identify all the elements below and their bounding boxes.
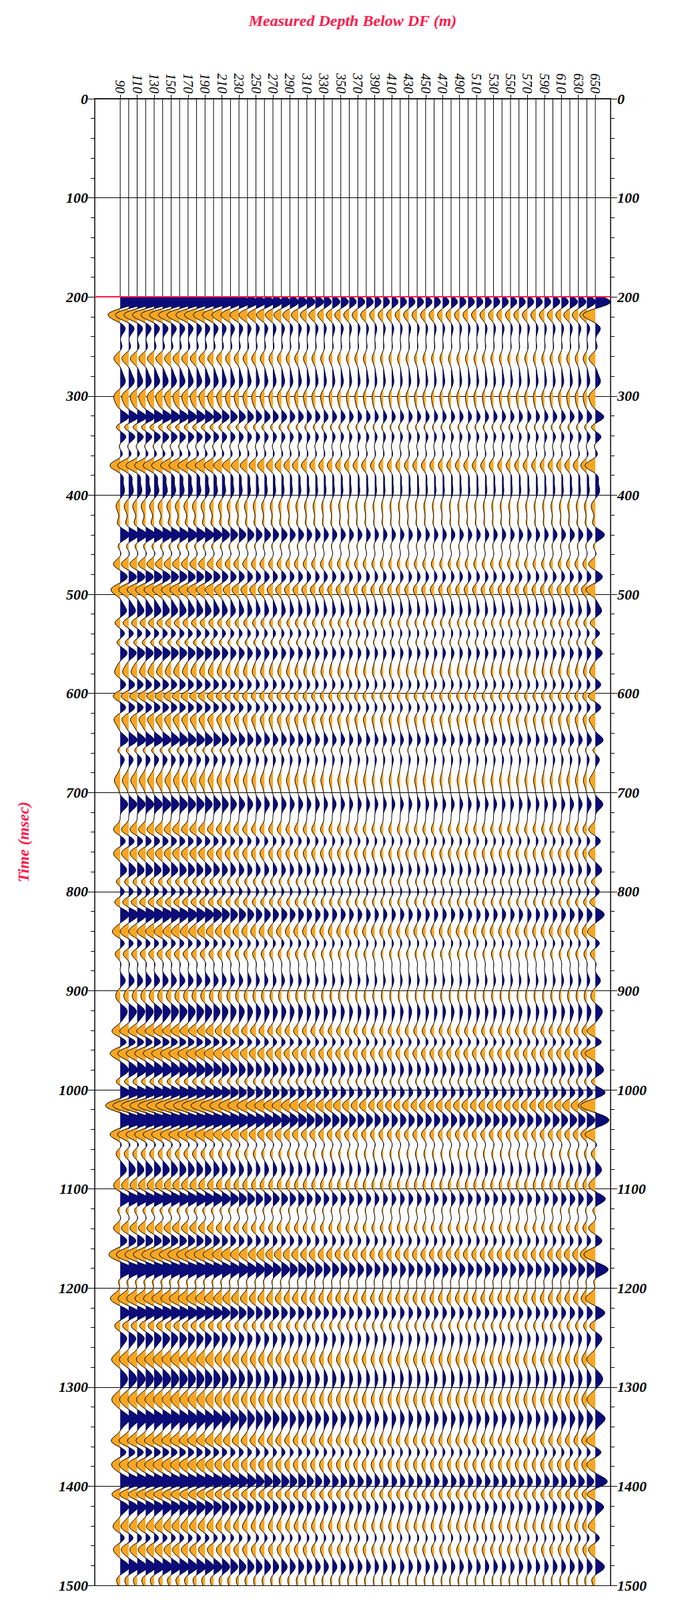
svg-text:1200: 1200 xyxy=(617,1280,647,1298)
svg-text:570: 570 xyxy=(519,73,535,94)
svg-text:370: 370 xyxy=(350,72,366,94)
svg-text:110: 110 xyxy=(130,74,145,94)
svg-text:610: 610 xyxy=(553,73,569,94)
svg-text:700: 700 xyxy=(617,784,640,802)
svg-text:530: 530 xyxy=(486,73,502,94)
svg-text:100: 100 xyxy=(66,189,89,207)
svg-text:0: 0 xyxy=(80,90,89,108)
svg-text:1300: 1300 xyxy=(58,1379,89,1397)
svg-text:330: 330 xyxy=(316,72,331,94)
svg-text:800: 800 xyxy=(617,883,640,901)
svg-text:450: 450 xyxy=(418,73,434,94)
svg-text:1400: 1400 xyxy=(617,1478,647,1496)
svg-text:600: 600 xyxy=(66,685,89,703)
svg-text:1200: 1200 xyxy=(58,1280,89,1298)
svg-text:500: 500 xyxy=(617,586,640,604)
svg-text:350: 350 xyxy=(333,72,349,94)
svg-text:150: 150 xyxy=(163,73,179,94)
svg-text:1300: 1300 xyxy=(617,1379,647,1397)
svg-text:400: 400 xyxy=(616,487,640,504)
svg-text:300: 300 xyxy=(65,387,89,405)
svg-text:390: 390 xyxy=(367,72,383,94)
svg-text:600: 600 xyxy=(617,685,640,703)
svg-text:1400: 1400 xyxy=(58,1478,89,1496)
svg-text:900: 900 xyxy=(66,982,89,1000)
svg-text:800: 800 xyxy=(66,883,89,901)
svg-text:1500: 1500 xyxy=(58,1578,89,1595)
svg-text:700: 700 xyxy=(66,784,89,802)
svg-text:900: 900 xyxy=(617,982,640,1000)
svg-text:300: 300 xyxy=(616,387,640,405)
svg-text:400: 400 xyxy=(65,487,89,504)
svg-text:0: 0 xyxy=(617,90,625,108)
svg-text:500: 500 xyxy=(66,586,89,604)
svg-text:1500: 1500 xyxy=(617,1578,647,1595)
svg-text:630: 630 xyxy=(571,73,586,94)
svg-text:230: 230 xyxy=(231,73,247,94)
svg-text:550: 550 xyxy=(503,73,518,94)
svg-text:Measured Depth Below DF (m): Measured Depth Below DF (m) xyxy=(248,12,458,30)
svg-text:410: 410 xyxy=(384,73,400,94)
svg-text:100: 100 xyxy=(617,189,640,207)
svg-text:510: 510 xyxy=(469,73,484,94)
svg-text:Time (msec): Time (msec) xyxy=(14,802,33,883)
svg-text:650: 650 xyxy=(587,73,603,94)
svg-text:270: 270 xyxy=(265,73,281,94)
svg-text:200: 200 xyxy=(616,288,640,306)
svg-text:1000: 1000 xyxy=(617,1082,647,1100)
svg-text:210: 210 xyxy=(214,73,230,94)
svg-text:130: 130 xyxy=(146,73,162,94)
svg-text:430: 430 xyxy=(401,73,416,94)
svg-text:170: 170 xyxy=(180,73,196,94)
svg-text:90: 90 xyxy=(112,80,128,94)
svg-text:1100: 1100 xyxy=(59,1181,89,1198)
svg-text:290: 290 xyxy=(282,73,297,94)
svg-text:310: 310 xyxy=(299,72,315,94)
svg-text:470: 470 xyxy=(435,73,450,94)
svg-text:190: 190 xyxy=(197,73,213,94)
svg-text:490: 490 xyxy=(452,73,468,94)
svg-text:200: 200 xyxy=(65,288,89,306)
svg-text:1100: 1100 xyxy=(617,1181,646,1198)
svg-text:250: 250 xyxy=(248,73,264,94)
svg-text:1000: 1000 xyxy=(58,1082,89,1100)
svg-text:590: 590 xyxy=(537,73,552,94)
